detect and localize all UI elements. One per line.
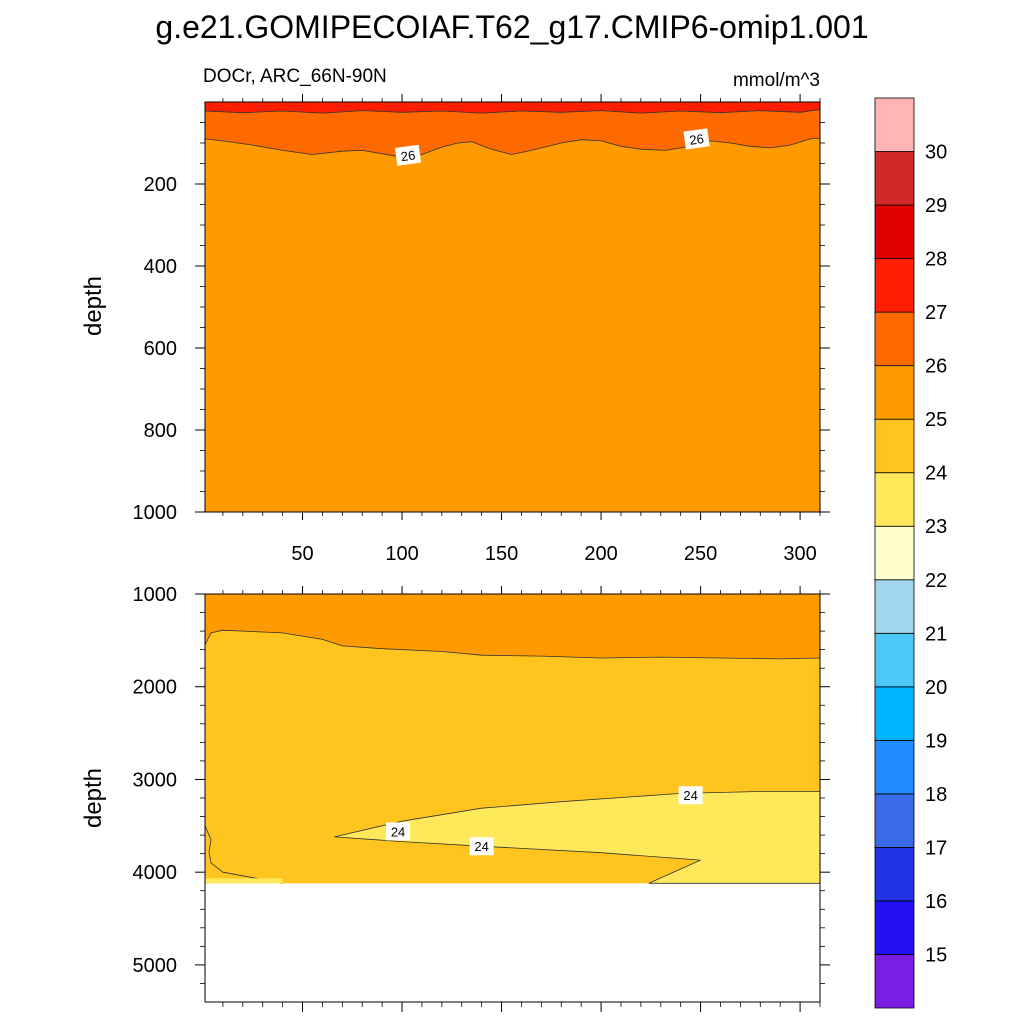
colorbar-label-0: 15 (925, 944, 947, 966)
colorbar-box-4 (874, 739, 915, 795)
colorbar-box-2 (874, 847, 915, 902)
contour-label-bottom-0: 24 (386, 822, 411, 841)
top-panel: 26 26 50 100 150 200 250 300 200 400 600 800 1000 (133, 94, 830, 565)
colorbar-label-9: 24 (925, 463, 947, 485)
colorbar: 15 16 17 18 19 20 21 22 23 24 25 26 27 28 29 30 (874, 97, 947, 1009)
colorbar-box-11 (874, 365, 915, 420)
colorbar-label-10: 25 (925, 409, 947, 431)
units-label: mmol/m^3 (733, 70, 820, 91)
subtitle-left: DOCr, ARC_66N-90N (203, 66, 387, 87)
contour-24-left-line (204, 825, 283, 884)
contour-label-text: 24 (391, 824, 405, 839)
contour-label-text: 24 (683, 788, 697, 803)
colorbar-box-13 (874, 258, 915, 313)
y-tick-label-top-1: 400 (144, 256, 177, 278)
contour-label-bg (683, 128, 710, 150)
colorbar-box-9 (874, 472, 915, 527)
colorbar-label-8: 23 (925, 516, 947, 538)
y-tick-label-bottom-0: 1000 (133, 584, 178, 606)
colorbar-label-12: 27 (925, 302, 947, 324)
contour-label-bg (469, 837, 494, 856)
colorbar-box-5 (874, 686, 915, 741)
contour-label-bg (678, 786, 703, 805)
colorbar-label-6: 21 (925, 623, 947, 645)
colorbar-box-14 (874, 204, 915, 259)
contour-label-top-0: 26 (394, 144, 422, 166)
contour-label-top-1: 26 (683, 128, 710, 150)
x-tick-label-5: 300 (783, 543, 816, 565)
x-tick-label-3: 200 (584, 543, 617, 565)
y-tick-label-top-3: 800 (144, 420, 177, 442)
colorbar-box-12 (874, 311, 915, 367)
colorbar-label-15: 30 (925, 142, 947, 164)
colorbar-label-1: 16 (925, 891, 947, 913)
colorbar-label-3: 18 (925, 784, 947, 806)
fill-25-26 (204, 593, 821, 660)
fill-above-27 (204, 101, 821, 114)
colorbar-label-7: 22 (925, 570, 947, 592)
contour-label-text: 26 (688, 131, 704, 148)
x-tick-label-2: 150 (485, 543, 518, 565)
colorbar-box-1 (874, 900, 915, 955)
contour-label-bottom-1: 24 (469, 837, 494, 856)
y-tick-label-top-0: 200 (144, 174, 177, 196)
y-axis-label-top: depth (80, 276, 107, 336)
colorbar-box-3 (874, 793, 915, 848)
fill-25-26 (205, 102, 820, 512)
contour-label-text: 24 (474, 839, 488, 854)
x-tick-label-1: 100 (385, 543, 418, 565)
colorbar-label-13: 28 (925, 249, 947, 271)
figure-title: g.e21.GOMIPECOIAF.T62_g17.CMIP6-omip1.00… (155, 9, 868, 45)
colorbar-label-5: 20 (925, 677, 947, 699)
contour-label-bottom-2: 24 (678, 786, 703, 805)
contour-label-bg (386, 822, 411, 841)
y-tick-label-bottom-4: 5000 (133, 955, 178, 977)
colorbar-label-2: 17 (925, 837, 947, 859)
y-axis-label-bottom: depth (80, 768, 107, 828)
colorbar-box-7 (874, 579, 915, 634)
x-tick-label-0: 50 (291, 543, 313, 565)
y-tick-label-top-2: 600 (144, 338, 177, 360)
contour-label-text: 26 (400, 147, 416, 164)
colorbar-box-6 (874, 632, 915, 688)
colorbar-box-16 (874, 97, 915, 152)
x-tick-label-4: 250 (684, 543, 717, 565)
colorbar-box-15 (874, 151, 915, 206)
contour-label-bg (394, 144, 422, 166)
colorbar-box-8 (874, 525, 915, 581)
fill-26-27 (204, 101, 821, 158)
y-tick-label-bottom-3: 4000 (133, 862, 178, 884)
y-tick-label-top-4: 1000 (133, 502, 178, 524)
y-tick-label-bottom-2: 3000 (133, 769, 178, 791)
colorbar-label-14: 29 (925, 195, 947, 217)
colorbar-box-10 (874, 418, 915, 474)
colorbar-box-0 (874, 954, 915, 1009)
colorbar-label-11: 26 (925, 356, 947, 378)
y-tick-label-bottom-1: 2000 (133, 677, 178, 699)
bottom-panel: 24 24 24 1000 2000 3000 4000 5000 (133, 584, 830, 1012)
fill-23-24-strip (205, 878, 283, 884)
colorbar-label-4: 19 (925, 730, 947, 752)
